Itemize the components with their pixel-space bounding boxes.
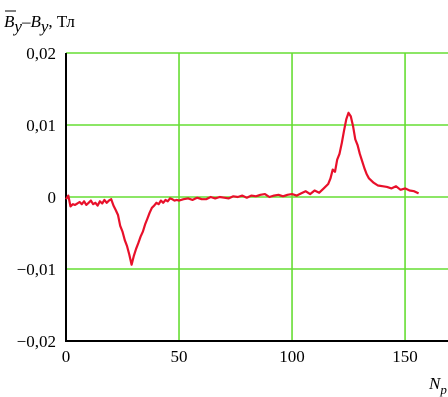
x-tick-label-1: 50 [171,347,188,366]
y-tick-label-1: 0,01 [26,116,56,135]
y-axis-symbol: B [30,12,41,31]
y-tick-label-0: 0,02 [26,44,56,63]
y-axis-minus: – [21,12,31,31]
y-axis-title: By–By, Тл [4,12,75,36]
x-tick-label-0: 0 [62,347,71,366]
ticks-layer: 0,02 0,01 0 −0,01 −0,02 0 50 100 150 [17,44,418,366]
x-axis-symbol: N [428,374,442,393]
y-tick-label-4: −0,02 [17,332,56,351]
y-axis-bar-symbol: B [4,12,15,31]
x-tick-label-3: 150 [392,347,418,366]
x-axis-sub: p [439,382,447,397]
y-axis-unit: , Тл [48,12,75,31]
y-axis-bar-sub: y [12,17,22,36]
series-layer [65,111,420,266]
series-line-0 [65,111,420,266]
x-axis-title: Np [428,374,447,397]
y-tick-label-3: −0,01 [17,260,56,279]
y-axis-sub: y [39,17,49,36]
y-tick-label-2: 0 [48,188,57,207]
x-tick-label-2: 100 [279,347,305,366]
